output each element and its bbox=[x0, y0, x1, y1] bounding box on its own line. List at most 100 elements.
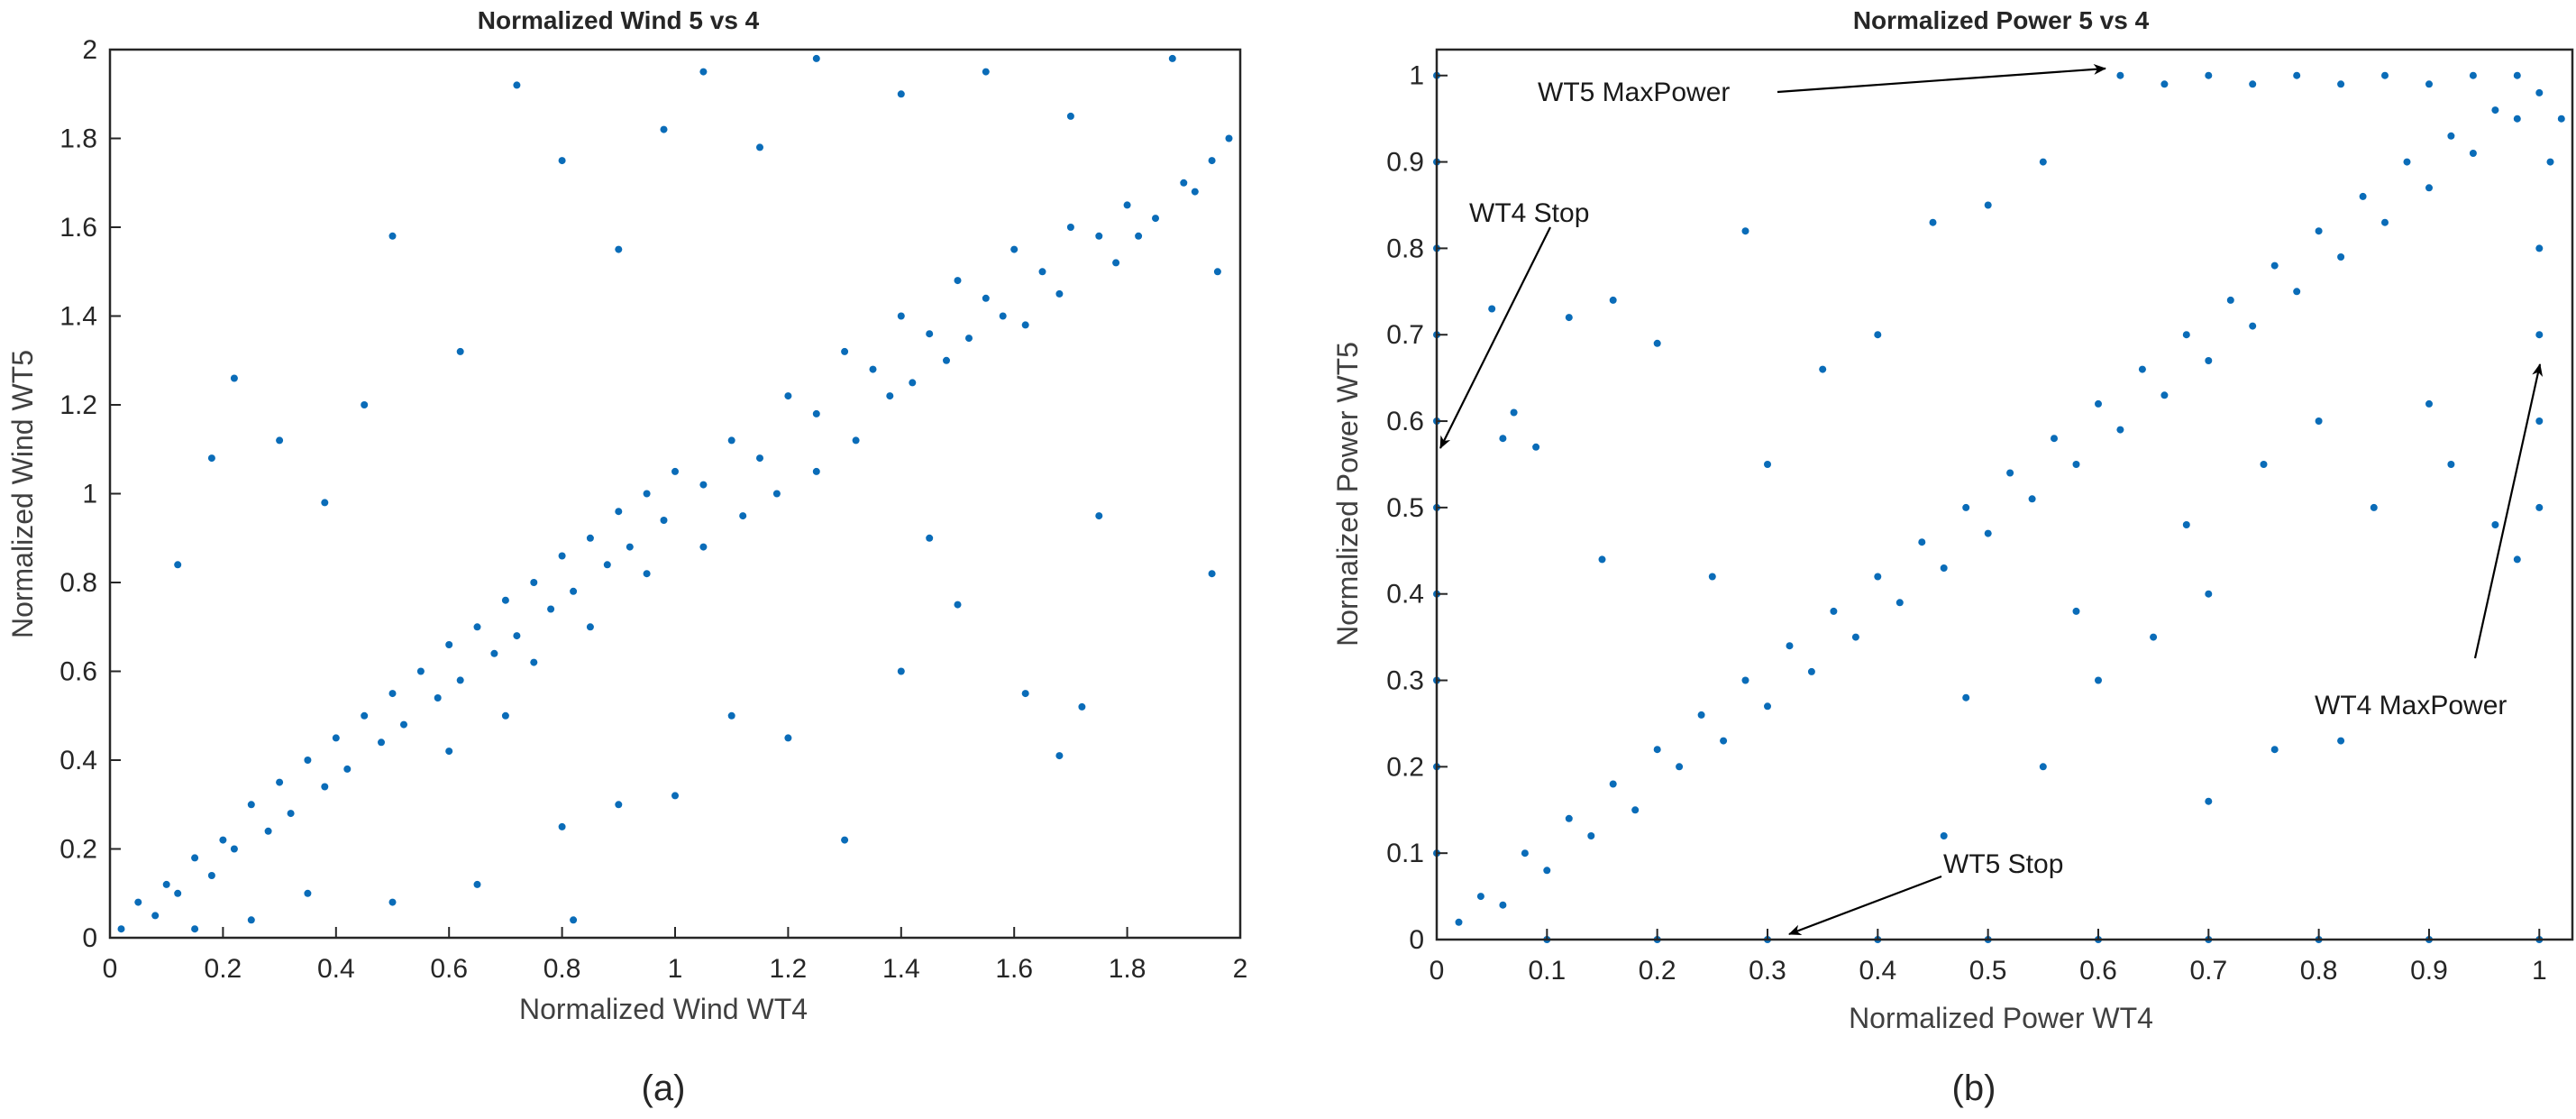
data-point bbox=[2535, 417, 2544, 425]
data-point bbox=[1152, 215, 1159, 223]
data-point bbox=[174, 561, 182, 569]
x-tick-label: 0.1 bbox=[1528, 956, 1566, 986]
data-point bbox=[378, 738, 385, 747]
data-point bbox=[1455, 918, 1463, 926]
data-point bbox=[2513, 71, 2521, 79]
data-point bbox=[1213, 268, 1221, 276]
data-point bbox=[207, 454, 215, 463]
x-tick-label: 0.6 bbox=[430, 954, 468, 984]
data-point bbox=[1962, 693, 1970, 702]
data-point bbox=[1488, 305, 1496, 313]
y-tick-label: 0.9 bbox=[1386, 148, 1424, 178]
x-tick-label: 0.2 bbox=[205, 954, 242, 984]
data-point bbox=[490, 649, 498, 657]
data-point bbox=[1708, 573, 1716, 581]
data-point bbox=[2425, 80, 2433, 88]
data-point bbox=[943, 356, 950, 364]
data-point bbox=[2270, 746, 2279, 754]
data-point bbox=[416, 667, 425, 675]
data-point bbox=[2095, 399, 2102, 408]
data-point bbox=[2535, 331, 2544, 339]
data-point bbox=[134, 898, 142, 906]
data-point bbox=[2160, 80, 2169, 88]
data-point bbox=[2535, 244, 2544, 252]
data-point bbox=[151, 912, 160, 920]
data-point bbox=[2513, 555, 2521, 564]
x-tick-label: 1.6 bbox=[995, 954, 1033, 984]
data-point bbox=[727, 711, 735, 720]
y-tick-label: 0.3 bbox=[1386, 666, 1424, 696]
data-point bbox=[812, 409, 820, 417]
data-point bbox=[2337, 253, 2345, 261]
data-point bbox=[739, 512, 747, 520]
data-point bbox=[264, 827, 272, 835]
data-point bbox=[812, 54, 820, 62]
data-point bbox=[1112, 259, 1120, 267]
data-point bbox=[926, 534, 934, 542]
data-point bbox=[207, 872, 215, 879]
data-point bbox=[699, 543, 708, 551]
data-point bbox=[361, 711, 369, 720]
y-tick-label: 1 bbox=[82, 480, 97, 509]
data-point bbox=[2315, 227, 2323, 235]
data-point bbox=[2469, 71, 2477, 79]
plot-frame bbox=[108, 48, 1242, 940]
data-point bbox=[1984, 529, 1992, 537]
data-point bbox=[1984, 201, 1992, 209]
data-point bbox=[1532, 443, 1540, 451]
panel-power: Normalized Power 5 vs 4 0 0.1 0.2 0.3 0.4 0.5… bbox=[1331, 6, 2574, 1108]
data-point bbox=[2337, 737, 2345, 745]
data-point bbox=[162, 880, 170, 888]
y-axis-label: Normalized Power WT5 bbox=[1331, 342, 1364, 647]
data-point bbox=[2182, 521, 2190, 528]
data-point bbox=[1180, 179, 1188, 187]
data-point bbox=[1168, 54, 1176, 62]
data-point bbox=[247, 916, 255, 924]
annotation-arrow-wt4-stop bbox=[1439, 226, 1551, 449]
data-point bbox=[276, 436, 284, 445]
data-point bbox=[1499, 901, 1507, 909]
data-point bbox=[2028, 495, 2036, 503]
y-axis-ticks: 0 0.1 0.2 0.3 0.4 0.5 0.6 0.7 0.8 0.9 1 bbox=[1386, 61, 1448, 955]
data-point bbox=[388, 898, 397, 906]
data-point bbox=[586, 534, 594, 542]
data-point bbox=[2260, 461, 2268, 468]
data-point bbox=[174, 889, 182, 897]
data-point bbox=[1078, 702, 1086, 711]
data-point bbox=[2535, 503, 2544, 511]
data-point bbox=[1565, 814, 1573, 822]
data-point bbox=[671, 792, 679, 800]
x-tick-label: 1.4 bbox=[882, 954, 920, 984]
data-point bbox=[2226, 296, 2234, 304]
panel-wind: Normalized Wind 5 vs 4 0 0.2 0.4 0.6 0.8 1 1.2… bbox=[6, 6, 1247, 1108]
data-point bbox=[926, 330, 934, 338]
y-tick-label: 0.2 bbox=[1386, 752, 1424, 782]
y-tick-label: 0.8 bbox=[59, 568, 97, 598]
data-point bbox=[2535, 88, 2544, 96]
data-point bbox=[1123, 201, 1131, 209]
data-point bbox=[671, 467, 679, 475]
data-point bbox=[1609, 296, 1617, 304]
data-point bbox=[400, 720, 407, 729]
data-point bbox=[1066, 224, 1074, 231]
data-point bbox=[2469, 150, 2477, 157]
data-point bbox=[570, 916, 578, 924]
data-point bbox=[321, 499, 329, 507]
data-point bbox=[501, 711, 509, 720]
x-axis-ticks: 0 0.1 0.2 0.3 0.4 0.5 0.6 0.7 0.8 0.9 1 bbox=[1430, 929, 2547, 986]
data-point bbox=[2205, 797, 2213, 805]
data-point bbox=[2447, 132, 2455, 140]
y-tick-label: 1.6 bbox=[59, 213, 97, 243]
data-point bbox=[615, 801, 623, 809]
data-point bbox=[869, 365, 877, 373]
data-point bbox=[2249, 322, 2257, 330]
data-point bbox=[1874, 573, 1882, 581]
data-point bbox=[191, 925, 199, 933]
data-point bbox=[513, 632, 521, 640]
data-point bbox=[1764, 702, 1771, 711]
scatter-points bbox=[117, 54, 1233, 933]
data-point bbox=[982, 68, 990, 76]
x-tick-label: 0.5 bbox=[1969, 956, 2007, 986]
y-tick-label: 1.4 bbox=[59, 302, 97, 332]
data-point bbox=[1587, 832, 1595, 839]
